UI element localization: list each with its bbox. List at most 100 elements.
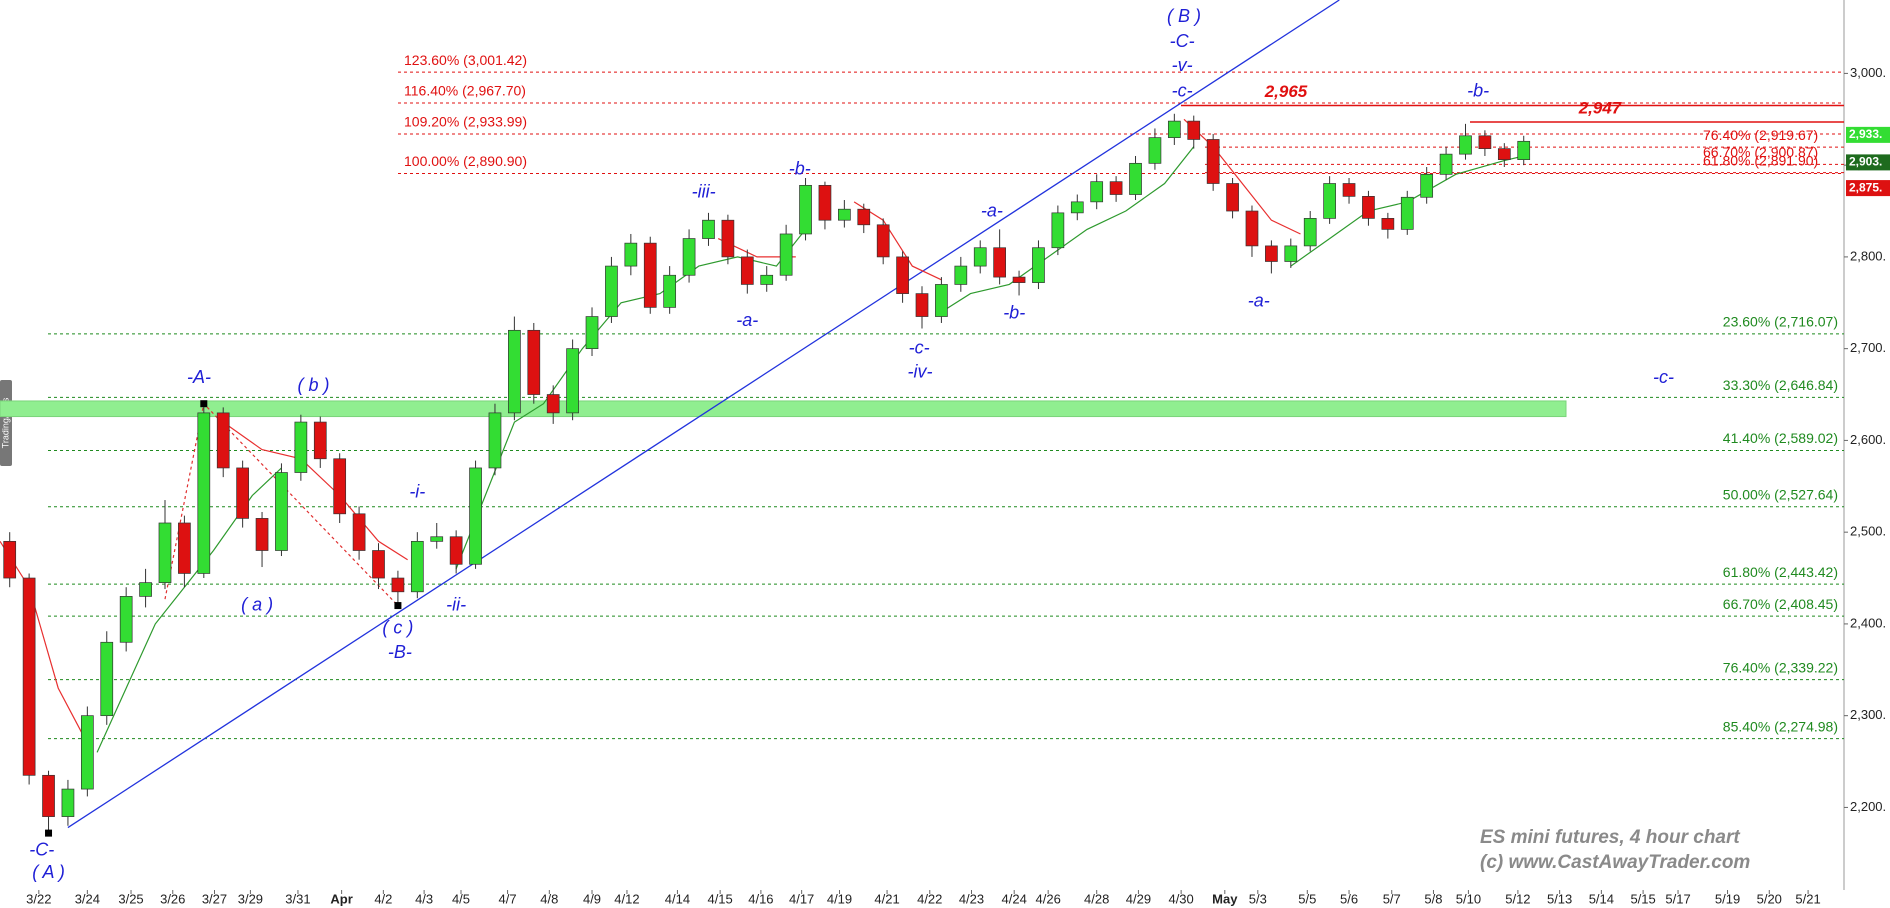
candle-body bbox=[1109, 181, 1123, 195]
candle-body bbox=[954, 265, 968, 285]
support-zone bbox=[0, 400, 1567, 418]
x-tick-label: 5/7 bbox=[1383, 891, 1401, 906]
wave-label: -ii- bbox=[446, 594, 466, 614]
x-tick-label: 3/26 bbox=[160, 891, 185, 906]
wave-label: ( c ) bbox=[382, 617, 413, 637]
x-tick-label: May bbox=[1212, 891, 1238, 906]
x-tick-label: 5/19 bbox=[1715, 891, 1740, 906]
wave-label: -c- bbox=[1653, 367, 1674, 387]
pivot-marker bbox=[394, 602, 402, 610]
fib-level-label: 85.40% (2,274.98) bbox=[1723, 718, 1838, 734]
candle-body bbox=[80, 715, 94, 790]
candle-body bbox=[663, 274, 677, 308]
x-tick-label: 5/8 bbox=[1424, 891, 1442, 906]
price-badge bbox=[1846, 180, 1890, 197]
wave-label: -v- bbox=[1172, 55, 1193, 75]
x-tick-label: 3/29 bbox=[238, 891, 263, 906]
fib-level-label: 76.40% (2,339.22) bbox=[1723, 659, 1838, 675]
wave-label: -c- bbox=[909, 337, 930, 357]
candle-body bbox=[352, 513, 366, 551]
candle-body bbox=[1012, 276, 1026, 283]
y-tick-label: 2,400. bbox=[1850, 615, 1886, 630]
candle-body bbox=[818, 184, 832, 221]
wave-label: -a- bbox=[981, 201, 1003, 221]
fib-level-label: 23.60% (2,716.07) bbox=[1723, 314, 1838, 330]
candle-body bbox=[255, 518, 269, 551]
candle-body bbox=[1051, 212, 1065, 249]
candle-body bbox=[333, 458, 347, 515]
x-tick-label: 5/20 bbox=[1757, 891, 1782, 906]
x-tick-label: 5/3 bbox=[1249, 891, 1267, 906]
candle-body bbox=[1032, 247, 1045, 283]
moving-average-line bbox=[0, 118, 1301, 744]
footer-note: (c) www.CastAwayTrader.com bbox=[1480, 852, 1750, 873]
candle-body bbox=[1090, 181, 1104, 203]
x-tick-label: 5/15 bbox=[1630, 891, 1655, 906]
candle-body bbox=[721, 219, 735, 258]
candle-body bbox=[896, 256, 909, 294]
resistance-label: 2,947 bbox=[1578, 99, 1623, 118]
footer-note: ES mini futures, 4 hour chart bbox=[1480, 827, 1740, 848]
candle-body bbox=[1342, 183, 1356, 197]
candle-body bbox=[178, 522, 191, 574]
x-tick-label: 4/24 bbox=[1002, 891, 1027, 906]
candle-body bbox=[760, 274, 774, 285]
x-tick-label: 5/17 bbox=[1665, 891, 1690, 906]
candle-body bbox=[469, 467, 482, 565]
resistance-label: 2,965 bbox=[1264, 82, 1308, 101]
candle-body bbox=[993, 247, 1006, 278]
price-badge bbox=[1846, 126, 1890, 143]
fib-level-label: 100.00% (2,890.90) bbox=[404, 153, 527, 169]
y-tick-label: 2,800. bbox=[1850, 248, 1886, 263]
x-tick-label: 4/8 bbox=[540, 891, 558, 906]
candle-body bbox=[935, 284, 948, 317]
wave-label: -c- bbox=[1172, 81, 1193, 101]
wave-label: -a- bbox=[1248, 291, 1270, 311]
candle-body bbox=[566, 348, 579, 414]
y-tick-label: 2,700. bbox=[1850, 340, 1886, 355]
candle-body bbox=[430, 536, 444, 542]
candle-body bbox=[624, 242, 638, 267]
fib-level-label: 41.40% (2,589.02) bbox=[1723, 430, 1838, 446]
x-tick-label: 4/12 bbox=[614, 891, 639, 906]
candle-body bbox=[1478, 135, 1492, 149]
candle-body bbox=[702, 219, 715, 239]
candle-body bbox=[682, 238, 696, 276]
candle-body bbox=[1497, 148, 1511, 160]
candle-body bbox=[527, 329, 541, 395]
fib-level-label: 50.00% (2,527.64) bbox=[1723, 487, 1838, 503]
wave-label: ( A ) bbox=[32, 862, 65, 882]
candle-body bbox=[1070, 201, 1084, 214]
x-tick-label: 4/26 bbox=[1036, 891, 1061, 906]
trendline bbox=[67, 0, 1340, 829]
candle-body bbox=[1459, 135, 1472, 155]
candle-body bbox=[158, 522, 172, 583]
wave-label: -iv- bbox=[908, 361, 933, 381]
wave-label: -a- bbox=[736, 310, 758, 330]
x-tick-label: 5/13 bbox=[1547, 891, 1572, 906]
candle-body bbox=[1420, 173, 1434, 198]
fib-level-label: 123.60% (3,001.42) bbox=[404, 52, 527, 68]
x-tick-label: 5/5 bbox=[1298, 891, 1316, 906]
candle-body bbox=[876, 224, 890, 258]
y-tick-label: 3,000. bbox=[1850, 65, 1886, 80]
fib-level-label: 66.70% (2,900.87) bbox=[1703, 144, 1818, 160]
candle-body bbox=[1362, 196, 1375, 219]
x-tick-label: 4/9 bbox=[583, 891, 601, 906]
candle-body bbox=[1167, 120, 1181, 138]
x-tick-label: 3/31 bbox=[285, 891, 310, 906]
fib-level-label: 109.20% (2,933.99) bbox=[404, 114, 527, 130]
candle-body bbox=[139, 582, 152, 597]
fib-level-label: 116.40% (2,967.70) bbox=[404, 83, 526, 99]
candle-body bbox=[410, 540, 424, 593]
x-tick-label: 5/12 bbox=[1505, 891, 1530, 906]
candle-body bbox=[1381, 218, 1395, 230]
x-tick-label: 4/23 bbox=[959, 891, 984, 906]
x-tick-label: 5/21 bbox=[1795, 891, 1820, 906]
wave-label: -b- bbox=[1003, 303, 1025, 323]
x-tick-label: 3/25 bbox=[118, 891, 143, 906]
candle-body bbox=[1265, 245, 1278, 262]
candle-body bbox=[275, 472, 288, 551]
x-tick-label: 4/19 bbox=[827, 891, 852, 906]
candle-body bbox=[391, 577, 405, 593]
